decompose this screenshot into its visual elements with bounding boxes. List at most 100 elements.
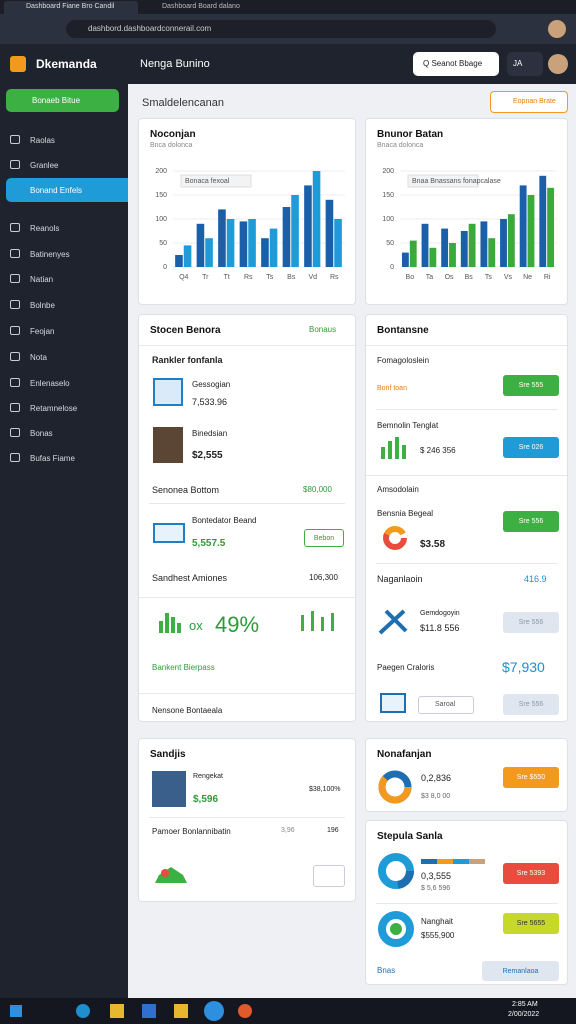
nav-icon [10, 326, 20, 335]
row-value: 7,533.96 [192, 397, 228, 407]
button[interactable]: Bebon [304, 529, 344, 547]
bar [547, 187, 555, 267]
nav-item[interactable]: Reanols [30, 224, 60, 233]
nav-item[interactable]: Retamnelose [30, 404, 78, 413]
row-value: 196 [327, 827, 339, 834]
taskbar-app[interactable] [142, 1004, 156, 1018]
address-bar[interactable]: dashbord.dashboardconnerail.com [66, 20, 496, 38]
tool-icon [378, 609, 408, 635]
taskbar-app[interactable] [76, 1004, 90, 1018]
donut [378, 853, 414, 889]
bar [239, 221, 248, 267]
taskbar-app[interactable] [204, 1001, 224, 1021]
link[interactable]: Bnas [377, 966, 396, 975]
button[interactable]: Sre 026 [503, 437, 559, 458]
start-button[interactable] [10, 1005, 22, 1017]
y-tick-label: 100 [155, 216, 167, 223]
tab-strip: Dashboard Fiane Bro Candil Dashboard Boa… [0, 0, 576, 14]
nav-item[interactable]: Bolnbe [30, 301, 55, 310]
nav-item[interactable]: Enlenaselo [30, 379, 70, 388]
toolbar: dashbord.dashboardconnerail.com [0, 14, 576, 44]
bar [183, 245, 192, 267]
user-avatar[interactable] [548, 54, 568, 74]
nav-item[interactable]: Bonand Enfels [6, 178, 128, 202]
bar-chart: 0 50 100 150 200 Q4 Tr Tt Rs Ts Bs Vd Rs Bonaca fexoa… [155, 168, 345, 281]
x-tick-label: Tt [224, 274, 230, 281]
nav-item[interactable]: Raolas [30, 136, 55, 145]
nav-icon [10, 274, 20, 283]
input[interactable]: Saroal [418, 696, 474, 714]
button[interactable]: Sre 5655 [503, 913, 559, 934]
legend-label: Bonaca fexoal [185, 178, 230, 185]
bar [175, 255, 183, 267]
chart-card: Bnunor Batan Bnaca dolonca 0 50 100 150 200 B… [365, 118, 568, 305]
x-tick-label: Bs [287, 274, 296, 281]
button[interactable]: Sre 556 [503, 511, 559, 532]
nav-item[interactable]: Granlee [30, 161, 59, 170]
stock-card: Stocen Benora Bonaus Rankler fonfanla Ge… [138, 314, 356, 722]
bar [527, 195, 535, 267]
action-button[interactable]: Eopnan Brate [490, 91, 568, 113]
user-menu[interactable]: JA [507, 52, 543, 76]
tab[interactable]: Dashboard Board dalano [162, 3, 240, 10]
y-tick-label: 50 [386, 240, 394, 247]
y-tick-label: 200 [155, 168, 167, 175]
row-label: Rengekat [193, 773, 223, 780]
search-button[interactable]: Q Seanot Bbage [413, 52, 499, 76]
nav-item[interactable]: Bonas [30, 429, 53, 438]
bar [312, 171, 321, 267]
taskbar-app[interactable] [238, 1004, 252, 1018]
bar [449, 243, 456, 267]
split-card: Stepula Sanla 0,3,555 $ 5,6 596 Sre 5393… [365, 820, 568, 985]
card-title: Stocen Benora [150, 325, 221, 336]
bar [539, 175, 547, 267]
button[interactable]: Remanlaoa [482, 961, 559, 981]
divider [149, 503, 345, 504]
nav-item[interactable]: Nota [30, 353, 47, 362]
button[interactable]: Sre 556 [503, 612, 559, 633]
tab[interactable]: Dashboard Fiane Bro Candil [4, 1, 138, 14]
bar-chart: 0 50 100 150 200 Bo Ta Os Bs Ts Vs Ne Ri Bnaa Bnassan… [382, 168, 557, 281]
row-label: Binedsian [192, 429, 228, 438]
nav-icon [10, 249, 20, 258]
row-sub: Bonf toan [377, 385, 407, 392]
nav-item[interactable]: Bufas Fiame [30, 454, 75, 463]
nav-icon [10, 378, 20, 387]
x-tick-label: Tr [202, 274, 209, 281]
y-tick-label: 200 [382, 168, 394, 175]
link[interactable]: Bankent Bierpass [152, 663, 215, 672]
bar [500, 219, 507, 267]
row-label: Sandhest Amiones [152, 573, 228, 583]
nav-item[interactable]: Feojan [30, 327, 55, 336]
profile-avatar[interactable] [548, 20, 566, 38]
clock-date: 2/00/2022 [508, 1011, 540, 1018]
row-value: 0,2,836 [421, 773, 452, 783]
bar [334, 219, 342, 267]
bar [248, 219, 256, 267]
nav-icon [10, 223, 20, 232]
row-value: $,596 [193, 794, 219, 805]
taskbar-app[interactable] [174, 1004, 188, 1018]
button[interactable]: Sre 556 [503, 694, 559, 715]
button[interactable]: Sre 555 [503, 375, 559, 396]
section-title: Rankler fonfanla [152, 355, 223, 365]
taskbar-app[interactable] [110, 1004, 124, 1018]
divider [139, 345, 355, 346]
button[interactable]: Sre $550 [503, 767, 559, 788]
bar [226, 219, 235, 267]
percent: 49% [215, 612, 260, 637]
x-tick-label: Ts [485, 274, 493, 281]
row-label: Fomagoloslein [377, 356, 430, 365]
sidebar-cta[interactable]: Bonaeb Bitue [6, 89, 119, 112]
nav-item[interactable]: Natian [30, 275, 54, 284]
button[interactable]: Sre 5393 [503, 863, 559, 884]
toggle[interactable] [313, 865, 345, 887]
brand: Dkemanda [36, 57, 97, 71]
legend-box [180, 174, 252, 188]
nav-item[interactable]: Batinenyes [30, 250, 70, 259]
nav-icon [10, 403, 20, 412]
row-value: $555,900 [421, 931, 455, 940]
x-tick-label: Vd [308, 274, 317, 281]
x-tick-label: Ta [426, 274, 434, 281]
